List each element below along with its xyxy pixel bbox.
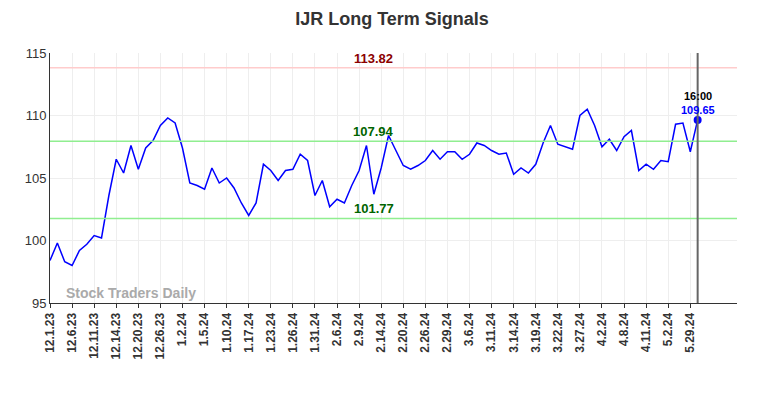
svg-text:1.10.24: 1.10.24 <box>220 312 234 352</box>
svg-text:12.14.23: 12.14.23 <box>109 312 123 359</box>
svg-text:107.94: 107.94 <box>353 124 394 139</box>
svg-text:3.6.24: 3.6.24 <box>462 312 476 346</box>
svg-text:3.14.24: 3.14.24 <box>507 312 521 352</box>
svg-text:5.2.24: 5.2.24 <box>661 312 675 346</box>
svg-text:100: 100 <box>25 233 47 248</box>
svg-text:12.1.23: 12.1.23 <box>43 312 57 352</box>
svg-text:3.27.24: 3.27.24 <box>573 312 587 352</box>
svg-text:12.6.23: 12.6.23 <box>65 312 79 352</box>
svg-text:1.26.24: 1.26.24 <box>286 312 300 352</box>
svg-text:Stock Traders Daily: Stock Traders Daily <box>66 285 196 301</box>
svg-text:2.6.24: 2.6.24 <box>330 312 344 346</box>
svg-text:IJR Long Term Signals: IJR Long Term Signals <box>295 9 489 29</box>
svg-text:105: 105 <box>25 171 47 186</box>
svg-text:1.5.24: 1.5.24 <box>197 312 211 346</box>
svg-text:113.82: 113.82 <box>354 51 393 66</box>
svg-text:12.20.23: 12.20.23 <box>131 312 145 359</box>
svg-text:3.19.24: 3.19.24 <box>529 312 543 352</box>
svg-text:12.26.23: 12.26.23 <box>153 312 167 359</box>
svg-text:95: 95 <box>32 296 46 311</box>
svg-text:4.11.24: 4.11.24 <box>639 312 653 352</box>
svg-text:2.9.24: 2.9.24 <box>352 312 366 346</box>
svg-text:1.23.24: 1.23.24 <box>264 312 278 352</box>
svg-text:110: 110 <box>26 108 47 123</box>
svg-text:115: 115 <box>26 46 47 61</box>
svg-text:2.26.24: 2.26.24 <box>418 312 432 352</box>
svg-text:2.20.24: 2.20.24 <box>396 312 410 352</box>
svg-text:2.29.24: 2.29.24 <box>440 312 454 352</box>
svg-text:3.11.24: 3.11.24 <box>484 312 498 352</box>
svg-text:1.31.24: 1.31.24 <box>308 312 322 352</box>
svg-text:109.65: 109.65 <box>681 104 715 116</box>
svg-text:101.77: 101.77 <box>354 201 394 216</box>
svg-text:1.2.24: 1.2.24 <box>175 312 189 346</box>
svg-text:4.2.24: 4.2.24 <box>595 312 609 346</box>
svg-text:3.22.24: 3.22.24 <box>551 312 565 352</box>
svg-text:16:00: 16:00 <box>684 90 712 102</box>
svg-text:1.17.24: 1.17.24 <box>242 312 256 352</box>
svg-text:2.14.24: 2.14.24 <box>374 312 388 352</box>
svg-text:12.11.23: 12.11.23 <box>87 312 101 358</box>
svg-text:4.8.24: 4.8.24 <box>617 312 631 346</box>
svg-text:5.29.24: 5.29.24 <box>683 312 697 352</box>
